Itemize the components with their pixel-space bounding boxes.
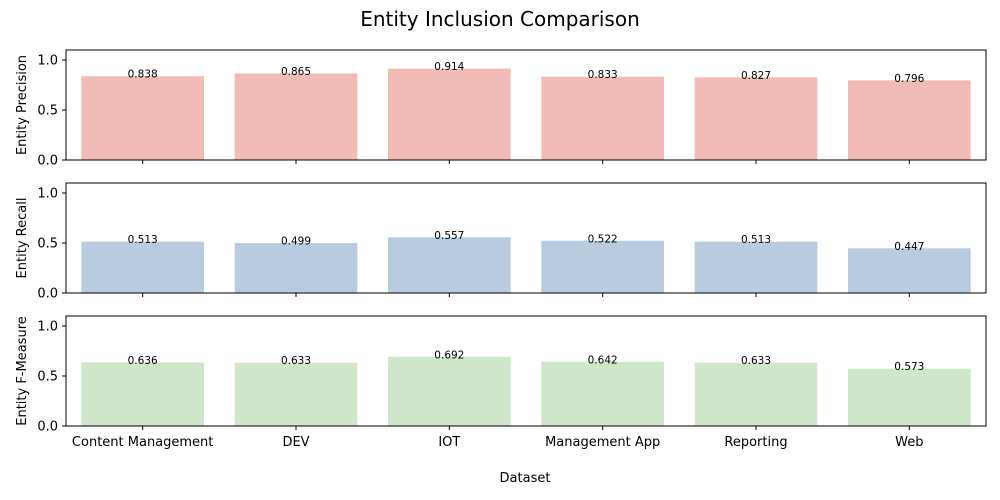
panel-frame-3 — [65, 315, 987, 427]
data-label-2-6: 0.447 — [894, 241, 924, 253]
data-label-2-2: 0.499 — [281, 236, 311, 248]
data-label-1-6: 0.796 — [894, 73, 924, 85]
y-tick-label-2-1: 0.0 — [37, 287, 58, 302]
panel-2: 0.513 0.499 0.557 0.522 0.513 0.447 0.0 0.5 1.0 E… — [15, 182, 987, 302]
y-tick-label-3-2: 0.5 — [37, 370, 58, 385]
data-label-2-3: 0.557 — [434, 230, 464, 242]
y-tick-label-2-3: 1.0 — [37, 187, 58, 202]
panel-1: 0.838 0.865 0.914 0.833 0.827 0.796 0.0 0.5 1.0 E… — [15, 49, 987, 169]
data-label-1-1: 0.838 — [128, 69, 158, 81]
y-axis-label-3: Entity F-Measure — [15, 316, 30, 426]
bar-1-1 — [81, 76, 204, 160]
y-axis-label-2: Entity Recall — [15, 198, 30, 279]
panel-3: 0.636 0.633 0.692 0.642 0.633 0.573 0.0 0.5 1.0 C… — [15, 315, 987, 450]
bar-3-4 — [541, 361, 664, 426]
data-label-3-6: 0.573 — [894, 361, 924, 373]
bar-2-1 — [81, 241, 204, 293]
x-tick-label-6: Web — [895, 435, 923, 450]
chart-title: Entity Inclusion Comparison — [360, 7, 640, 31]
data-label-3-2: 0.633 — [281, 355, 311, 367]
y-tick-label-1-2: 0.5 — [37, 104, 58, 119]
bar-1-4 — [541, 76, 664, 160]
y-tick-label-3-3: 1.0 — [37, 320, 58, 335]
bar-3-5 — [694, 362, 818, 426]
data-label-2-4: 0.522 — [588, 233, 618, 245]
data-label-3-1: 0.636 — [128, 355, 158, 367]
bar-2-3 — [388, 237, 511, 293]
bar-2-5 — [694, 241, 818, 293]
data-label-3-4: 0.642 — [588, 354, 618, 366]
x-axis-label: Dataset — [500, 471, 551, 486]
y-tick-label-1-1: 0.0 — [37, 154, 58, 169]
bar-3-2 — [234, 362, 358, 426]
bar-3-6 — [848, 368, 971, 426]
data-label-2-1: 0.513 — [128, 234, 158, 246]
y-tick-label-3-1: 0.0 — [37, 420, 58, 435]
x-tick-label-4: Management App — [545, 435, 660, 450]
data-label-1-4: 0.833 — [588, 69, 618, 81]
y-axis-label-1: Entity Precision — [15, 55, 30, 155]
panels: 0.838 0.865 0.914 0.833 0.827 0.796 0.0 0.5 1.0 E… — [15, 49, 987, 450]
bar-2-2 — [234, 243, 358, 293]
bar-1-6 — [848, 80, 971, 160]
data-label-3-3: 0.692 — [434, 349, 464, 361]
y-tick-label-1-3: 1.0 — [37, 54, 58, 69]
bar-3-3 — [388, 356, 511, 426]
panel-frame-1 — [65, 49, 987, 161]
bar-1-3 — [388, 68, 511, 160]
bar-1-2 — [234, 73, 358, 160]
panel-frame-2 — [65, 182, 987, 294]
bar-1-5 — [694, 77, 818, 160]
y-tick-label-2-2: 0.5 — [37, 237, 58, 252]
x-tick-label-3: IOT — [438, 435, 460, 450]
x-tick-label-5: Reporting — [724, 435, 787, 450]
x-tick-label-1: Content Management — [72, 435, 213, 450]
x-tick-label-2: DEV — [282, 435, 309, 450]
data-label-1-2: 0.865 — [281, 66, 311, 78]
data-label-3-5: 0.633 — [741, 355, 771, 367]
bar-2-4 — [541, 240, 664, 293]
bar-3-1 — [81, 362, 204, 426]
bar-2-6 — [848, 248, 971, 293]
data-label-1-3: 0.914 — [434, 61, 464, 73]
data-label-1-5: 0.827 — [741, 70, 771, 82]
data-label-2-5: 0.513 — [741, 234, 771, 246]
